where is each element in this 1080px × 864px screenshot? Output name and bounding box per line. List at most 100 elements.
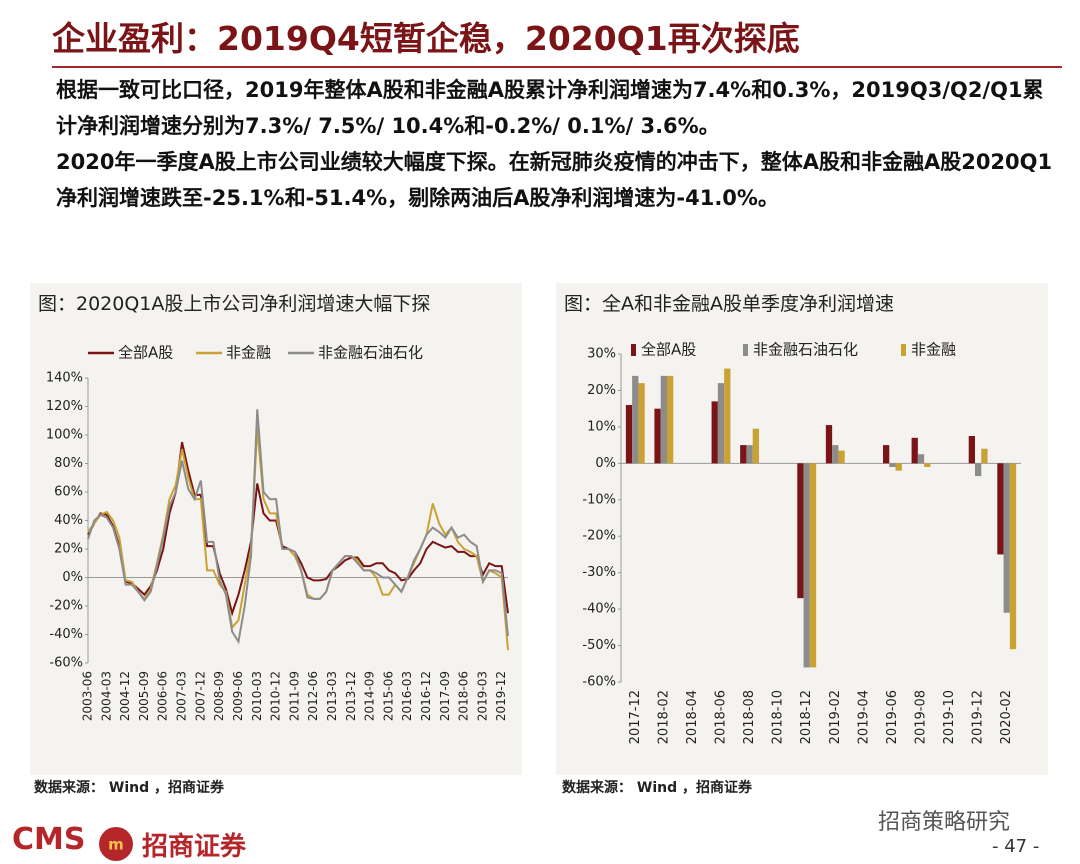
legend-label: 全部A股: [641, 341, 696, 359]
x-tick-label: 2019-02: [828, 690, 843, 744]
legend-label: 全部A股: [118, 344, 173, 362]
bar: [717, 383, 725, 464]
bar: [711, 401, 718, 464]
legend-label: 非金融: [911, 341, 956, 359]
legend-label: 非金融石油石化: [318, 344, 423, 362]
x-tick-label: 2005-09: [137, 671, 151, 721]
bar: [740, 445, 747, 464]
legend-label: 非金融石油石化: [753, 341, 858, 359]
x-tick-label: 2017-09: [438, 671, 452, 721]
x-tick-label: 2003-06: [81, 671, 95, 721]
x-tick-label: 2015-06: [381, 671, 395, 721]
y-tick-label: -50%: [582, 638, 616, 653]
x-tick-label: 2007-03: [175, 671, 189, 721]
chart-title: 图：2020Q1A股上市公司净利润增速大幅下探: [38, 293, 431, 315]
title-rule: [52, 66, 1062, 68]
bar: [1003, 463, 1010, 613]
bar: [724, 368, 731, 464]
bar: [968, 436, 975, 464]
x-tick-label: 2018-08: [742, 690, 757, 744]
bar: [889, 463, 896, 467]
y-tick-label: -20%: [582, 529, 616, 544]
x-tick-label: 2014-09: [363, 671, 377, 721]
chart: -60% -40% -20% 0% 20% 40% 60% 80% 100% 120% 140% 全部…: [46, 344, 509, 721]
bar: [895, 463, 902, 471]
x-tick-label: 2018-04: [685, 690, 700, 744]
x-tick-label: 2004-03: [99, 671, 113, 721]
y-tick-label: 30%: [587, 347, 616, 362]
bar: [838, 450, 845, 464]
y-tick-label: -30%: [582, 565, 616, 580]
x-tick-label: 2018-12: [799, 690, 814, 744]
account-name: 招商策略研究: [878, 810, 1011, 835]
y-tick-label: -20%: [49, 599, 83, 614]
x-tick-label: 2007-12: [193, 671, 207, 721]
y-tick-label: 140%: [46, 371, 83, 386]
bar: [797, 463, 804, 599]
source-note: 数据来源： Wind ，招商证券: [562, 780, 752, 796]
x-tick-label: 2006-06: [156, 671, 170, 721]
legend-label: 非金融: [226, 344, 271, 362]
data-line: [87, 409, 509, 645]
bar: [625, 405, 633, 464]
y-tick-label: 0%: [595, 456, 616, 471]
x-tick-label: 2019-08: [914, 690, 929, 744]
x-tick-label: 2010-12: [269, 671, 283, 721]
paragraph: 2020年一季度A股上市公司业绩较大幅度下探。在新冠肺炎疫情的冲击下，整体A股和…: [56, 150, 1053, 210]
company-name: 招商证券: [142, 832, 247, 862]
brand: CMS: [12, 822, 86, 857]
bar: [638, 383, 645, 464]
bar: [660, 375, 667, 464]
x-tick-label: 2017-12: [628, 690, 643, 744]
y-tick-label: 100%: [46, 428, 83, 443]
x-tick-label: 2004-12: [118, 671, 132, 721]
y-tick-label: -60%: [582, 675, 616, 690]
bar: [1009, 463, 1017, 650]
chart-panel: 图：全A和非金融A股单季度净利润增速 -60% -50% -40% -30% -20% -…: [556, 283, 1048, 775]
y-tick-label: -10%: [582, 492, 616, 507]
x-tick-label: 2013-12: [344, 671, 358, 721]
data-line: [87, 427, 509, 651]
y-tick-label: -40%: [582, 602, 616, 617]
x-tick-label: 2016-12: [419, 671, 433, 721]
bar: [825, 425, 833, 464]
bar: [654, 408, 661, 464]
y-tick-label: 80%: [54, 456, 83, 471]
x-tick-label: 2012-06: [306, 671, 320, 721]
y-tick-label: 60%: [54, 485, 83, 500]
bar: [917, 454, 925, 464]
y-tick-label: 20%: [54, 542, 83, 557]
x-tick-label: 2019-06: [885, 690, 900, 744]
bar: [809, 463, 817, 668]
bar: [632, 375, 639, 464]
bar: [883, 445, 890, 464]
bar: [803, 463, 810, 668]
legend-swatch: [631, 344, 636, 356]
legend-swatch: [743, 344, 748, 356]
x-tick-label: 2008-09: [212, 671, 226, 721]
x-tick-label: 2019-12: [971, 690, 986, 744]
source-note: 数据来源： Wind ，招商证券: [34, 780, 224, 796]
y-tick-label: -60%: [49, 656, 83, 671]
bar: [667, 375, 674, 464]
x-tick-label: 2011-09: [287, 671, 301, 721]
bar: [746, 445, 753, 464]
chart-title: 图：全A和非金融A股单季度净利润增速: [564, 293, 894, 315]
y-tick-label: 20%: [587, 383, 616, 398]
chart: -60% -50% -40% -30% -20% -10% 0% 10% 20% 30% 全部A股 非…: [582, 341, 1021, 744]
bar: [832, 445, 839, 464]
x-tick-label: 2009-06: [231, 671, 245, 721]
y-tick-label: 40%: [54, 513, 83, 528]
bar: [981, 448, 988, 464]
x-tick-label: 2018-02: [656, 690, 671, 744]
y-tick-label: 0%: [62, 570, 83, 585]
bar: [975, 463, 982, 477]
paragraph: 根据一致可比口径，2019年整体A股和非金融A股累计净利润增速为7.4%和0.3…: [56, 78, 1044, 138]
y-tick-label: 10%: [587, 419, 616, 434]
x-tick-label: 2018-06: [457, 671, 471, 721]
bar: [997, 463, 1004, 555]
y-tick-label: 120%: [46, 399, 83, 414]
chart-panel: 图：2020Q1A股上市公司净利润增速大幅下探 -60% -40% -20% 0% 20…: [30, 283, 522, 775]
data-line: [87, 441, 509, 617]
